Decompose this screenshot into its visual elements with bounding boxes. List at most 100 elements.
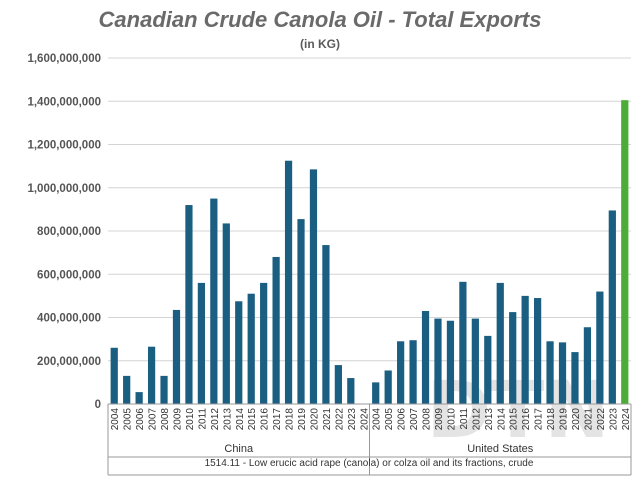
x-tick-label: 2009 [172,408,183,431]
bar [334,365,342,404]
x-tick-label: 2024 [359,408,370,431]
x-tick-label: 2008 [160,408,171,431]
x-axis-label: 1514.11 - Low erucic acid rape (canola) … [205,458,534,469]
x-tick-label: 2004 [372,408,383,431]
x-tick-label: 2021 [322,408,333,431]
bar [484,335,492,404]
x-tick-label: 2016 [260,408,271,431]
y-tick-label: 200,000,000 [37,356,101,368]
x-tick-label: 2024 [621,408,632,431]
x-tick-label: 2010 [185,408,196,431]
x-tick-label: 2017 [272,408,283,431]
x-tick-label: 2013 [222,408,233,431]
bar [421,311,430,404]
bar [235,301,243,404]
bar [222,223,230,404]
bar [521,295,529,404]
bar [135,392,143,404]
y-tick-label: 800,000,000 [37,226,101,238]
group-label: China [224,443,254,455]
x-tick-label: 2021 [583,408,594,431]
bar [309,169,318,404]
bar [558,342,567,404]
chart-subtitle: (in KG) [300,37,340,51]
bar [172,309,181,404]
x-tick-label: 2013 [484,408,495,431]
group-label: United States [467,443,534,455]
bar [571,352,579,404]
bar [621,100,629,404]
bar [347,378,355,404]
x-tick-label: 2019 [297,408,308,431]
x-tick-label: 2018 [285,408,296,431]
bar [372,382,380,404]
y-tick-label: 400,000,000 [37,313,101,325]
bar [471,318,479,404]
bar [110,347,118,404]
x-tick-label: 2005 [123,408,134,431]
x-tick-label: 2009 [434,408,445,431]
y-axis-ticks: 0 200,000,000 400,000,000 600,000,000 800,00… [27,53,101,411]
bars [110,100,629,404]
x-tick-label: 2007 [409,408,420,431]
x-tick-label: 2017 [534,408,545,431]
x-tick-label: 2016 [521,408,532,431]
x-tick-label: 2006 [397,408,408,431]
bar [147,346,156,404]
x-tick-label: 2014 [496,408,507,431]
x-tick-label: 2006 [135,408,146,431]
x-tick-label: 2004 [110,408,121,431]
x-tick-label: 2007 [148,408,159,431]
watermark-logo: DTN [426,366,609,456]
x-tick-label: 2018 [546,408,557,431]
bar [284,160,293,404]
bar [260,282,268,404]
bar [397,341,405,404]
bar [409,340,417,404]
x-tick-label: 2011 [459,408,470,430]
x-tick-label: 2012 [471,408,482,431]
x-tick-label: 2011 [197,408,208,430]
bar [496,282,504,404]
bar [123,375,131,404]
bar [608,210,616,404]
bar [583,327,592,404]
x-tick-label: 2023 [608,408,619,431]
x-tick-label: 2008 [422,408,433,431]
bar [297,219,305,404]
x-tick-label: 2010 [446,408,457,431]
bar [434,318,442,404]
x-tick-label: 2014 [235,408,246,431]
gridlines [108,57,631,362]
x-tick-label: 2012 [210,408,221,431]
x-tick-label: 2023 [347,408,358,431]
x-tick-label: 2020 [571,408,582,431]
bar [546,341,554,404]
bar [384,370,392,404]
x-tick-label: 2015 [509,408,520,431]
bar [197,282,206,404]
x-tick-label: 2005 [384,408,395,431]
bar [596,291,604,404]
y-tick-label: 1,600,000,000 [27,53,101,65]
bar [322,245,330,404]
x-tick-label: 2015 [247,408,258,431]
bar [210,198,218,404]
x-tick-label: 2022 [596,408,607,431]
bar [160,375,168,404]
y-tick-label: 1,000,000,000 [27,183,101,195]
chart-title: Canadian Crude Canola Oil - Total Export… [99,7,542,32]
bar [185,205,193,404]
y-tick-label: 1,200,000,000 [27,140,101,152]
x-tick-label: 2020 [309,408,320,431]
y-tick-label: 600,000,000 [37,269,101,281]
bar [533,298,542,404]
x-tick-label: 2019 [559,408,570,431]
bar [272,256,280,404]
bar [459,281,467,404]
y-tick-label: 1,400,000,000 [27,96,101,108]
x-tick-label: 2022 [334,408,345,431]
bar [247,293,255,404]
x-axis: 2004 2005 2006 2007 2008 2009 2010 2011 2012 2013… [107,403,632,476]
